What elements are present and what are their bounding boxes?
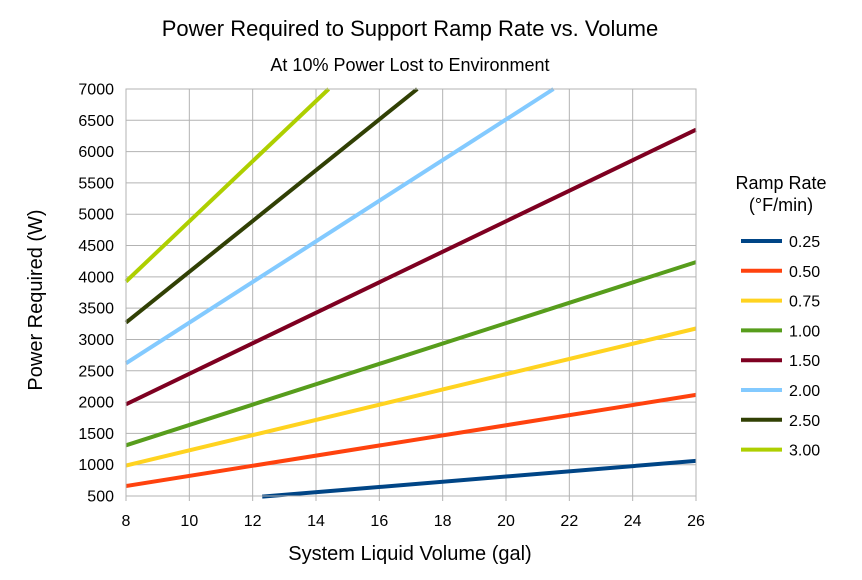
legend-label: 0.50: [789, 264, 820, 281]
y-tick-label: 4000: [78, 269, 114, 286]
y-tick-label: 6500: [78, 113, 114, 130]
legend-label: 0.75: [789, 294, 820, 311]
y-tick-label: 3500: [78, 301, 114, 318]
y-tick-label: 7000: [78, 82, 114, 99]
y-tick-label: 5000: [78, 207, 114, 224]
y-tick-label: 500: [87, 489, 114, 506]
legend-label: 0.25: [789, 234, 820, 251]
series-line-0-75: [125, 326, 697, 468]
legend-items: 0.25 0.50 0.75 1.00 1.50 2.00 2.50 3.00: [741, 234, 820, 460]
legend-title-line-1: Ramp Rate: [735, 173, 826, 193]
legend-title-line-2: (°F/min): [749, 195, 813, 215]
series-line-0-25: [262, 458, 697, 499]
plot-area-frame: [125, 88, 697, 497]
y-tick-label: 1000: [78, 457, 114, 474]
x-tick-label: 20: [497, 513, 515, 530]
x-tick-label: 18: [434, 513, 452, 530]
x-axis-label: System Liquid Volume (gal): [288, 543, 531, 565]
x-tick-label: 22: [560, 513, 578, 530]
chart-subtitle: At 10% Power Lost to Environment: [270, 55, 549, 75]
x-tick-label: 26: [687, 513, 705, 530]
series-lines: [124, 87, 697, 499]
x-tick-label: 12: [244, 513, 262, 530]
y-tick-label: 3000: [78, 332, 114, 349]
y-tick-label: 2000: [78, 395, 114, 412]
legend-label: 1.50: [789, 353, 820, 370]
x-tick-label: 10: [180, 513, 198, 530]
legend: Ramp Rate (°F/min) 0.25 0.50 0.75 1.00 1.50 2…: [735, 173, 826, 460]
legend-label: 3.00: [789, 443, 820, 460]
series-line-0-50: [125, 392, 697, 488]
y-tick-label: 5500: [78, 175, 114, 192]
y-tick-label: 2500: [78, 363, 114, 380]
series-line-1-00: [125, 260, 697, 448]
series-line-2-00: [124, 87, 555, 365]
legend-label: 2.50: [789, 413, 820, 430]
x-tick-label: 8: [122, 513, 131, 530]
chart-title: Power Required to Support Ramp Rate vs. …: [162, 16, 658, 41]
x-tick-label: 16: [370, 513, 388, 530]
series-line-2-50: [124, 87, 419, 325]
legend-label: 2.00: [789, 383, 820, 400]
x-tick-label: 24: [624, 513, 642, 530]
y-axis-label: Power Required (W): [25, 209, 47, 390]
series-line-1-50: [125, 127, 697, 407]
x-tick-label: 14: [307, 513, 325, 530]
y-tick-label: 4500: [78, 238, 114, 255]
tick-labels: 500 1000 1500 2000 2500 3000 3500 4000 4500 5000 5…: [78, 82, 705, 531]
series-line-3-00: [124, 87, 331, 283]
y-tick-label: 6000: [78, 144, 114, 161]
legend-label: 1.00: [789, 323, 820, 340]
y-tick-label: 1500: [78, 426, 114, 443]
